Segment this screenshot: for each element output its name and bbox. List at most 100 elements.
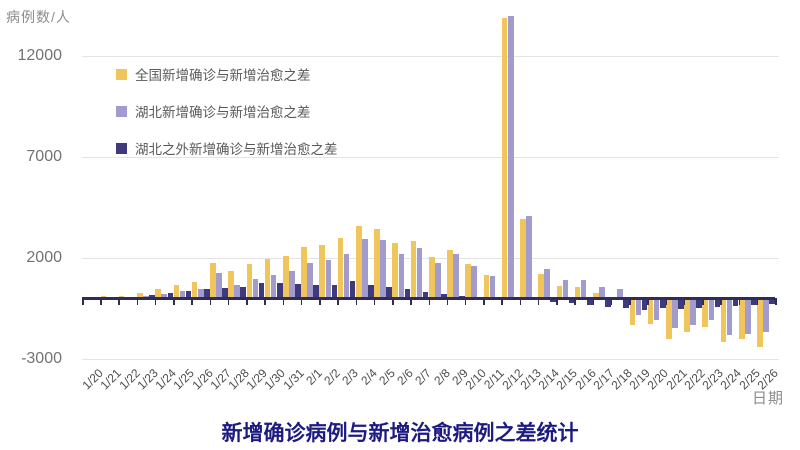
legend-label-outside-hubei: 湖北之外新增确诊与新增治愈之差 — [135, 142, 338, 157]
bar-outside-hubei-2-9 — [459, 295, 465, 299]
x-tickmark — [446, 298, 449, 306]
x-tickmark — [154, 298, 157, 306]
bar-hubei-2-1 — [307, 262, 313, 299]
x-tickmark — [173, 298, 175, 306]
bar-national-1-26 — [191, 281, 198, 299]
bar-hubei-1-30 — [270, 275, 277, 299]
bar-national-2-13 — [520, 218, 526, 299]
y-tick-label-2000: 2000 — [26, 249, 62, 266]
bar-hubei-1-28 — [234, 284, 240, 299]
bar-outside-hubei-1-25 — [185, 291, 192, 299]
x-tickmark — [537, 298, 540, 306]
x-tickmark — [665, 298, 668, 306]
y-tick-label-7000: 7000 — [26, 148, 62, 165]
y-tick-label--3000: -3000 — [21, 350, 62, 367]
x-tickmark — [191, 298, 193, 306]
bar-hubei-1-25 — [179, 291, 186, 299]
legend-item-national: 全国新增确诊与新增治愈之差 — [116, 64, 338, 84]
bar-outside-hubei-1-24 — [167, 293, 174, 299]
bar-national-1-24 — [155, 288, 161, 299]
bar-national-2-3 — [337, 237, 344, 299]
x-tickmark — [610, 298, 613, 306]
bar-outside-hubei-2-4 — [368, 285, 374, 299]
bar-national-2-26 — [757, 298, 763, 348]
bar-outside-hubei-2-22 — [696, 298, 702, 309]
bar-hubei-1-23 — [143, 295, 149, 299]
bar-hubei-1-29 — [252, 279, 259, 299]
bar-national-2-16 — [574, 287, 581, 299]
bar-outside-hubei-2-8 — [441, 294, 447, 299]
bar-national-2-10 — [465, 263, 471, 299]
gridline--3000 — [82, 359, 779, 360]
gridline-7000 — [82, 157, 779, 158]
bar-hubei-2-9 — [453, 253, 459, 299]
legend-swatch-outside-hubei — [116, 142, 127, 154]
bar-outside-hubei-2-18 — [623, 298, 630, 309]
bar-hubei-2-5 — [380, 240, 386, 299]
x-tickmark — [373, 298, 376, 306]
bar-outside-hubei-2-3 — [349, 280, 356, 299]
x-tickmark — [519, 298, 522, 306]
bar-hubei-2-4 — [362, 238, 368, 299]
x-tickmark — [264, 298, 266, 306]
bar-hubei-1-26 — [197, 288, 204, 299]
bar-national-2-4 — [355, 226, 362, 299]
x-tickmark — [629, 298, 631, 306]
bar-national-2-2 — [319, 245, 326, 299]
bar-hubei-1-31 — [289, 270, 295, 299]
bar-outside-hubei-1-26 — [203, 289, 210, 299]
x-tickmark — [702, 298, 704, 306]
bar-national-2-14 — [538, 273, 544, 299]
bar-outside-hubei-2-7 — [422, 292, 429, 299]
bar-national-1-25 — [173, 284, 180, 299]
bar-hubei-2-7 — [416, 248, 423, 299]
bar-national-2-11 — [483, 274, 490, 299]
bar-hubei-2-2 — [325, 259, 332, 299]
x-tickmark — [501, 298, 503, 306]
bar-national-1-31 — [283, 256, 289, 299]
bar-hubei-2-23 — [708, 298, 715, 321]
bar-hubei-2-16 — [580, 279, 587, 299]
bar-national-2-6 — [392, 243, 399, 299]
bar-national-2-1 — [301, 247, 307, 299]
bar-outside-hubei-2-19 — [641, 298, 648, 311]
legend-label-hubei: 湖北新增确诊与新增治愈之差 — [135, 105, 311, 120]
bar-national-2-22 — [684, 298, 690, 333]
bar-outside-hubei-2-26 — [769, 298, 775, 305]
bar-national-2-25 — [738, 298, 745, 339]
x-tickmark — [720, 298, 722, 306]
bar-hubei-1-24 — [161, 293, 168, 299]
x-tickmark — [428, 298, 430, 306]
bar-hubei-2-22 — [690, 298, 696, 326]
bar-outside-hubei-2-24 — [732, 298, 739, 306]
x-tickmark — [118, 298, 120, 306]
bar-hubei-2-8 — [434, 263, 441, 299]
bar-hubei-2-25 — [745, 298, 751, 334]
bar-outside-hubei-1-30 — [276, 282, 283, 299]
bar-outside-hubei-2-1 — [313, 285, 320, 299]
bar-outside-hubei-1-28 — [240, 287, 247, 299]
bar-hubei-2-13 — [526, 215, 532, 299]
bar-national-2-19 — [629, 298, 636, 326]
gridline-12000 — [82, 56, 779, 57]
bar-outside-hubei-1-27 — [222, 287, 228, 299]
bar-national-2-24 — [720, 298, 727, 343]
bar-hubei-2-12 — [507, 15, 514, 299]
bar-hubei-2-26 — [763, 298, 769, 333]
bar-national-1-28 — [228, 270, 234, 299]
bar-hubei-2-3 — [343, 254, 350, 299]
legend-swatch-national — [116, 68, 127, 80]
chart-title: 新增确诊病例与新增治愈病例之差统计 — [221, 422, 579, 445]
bar-national-2-7 — [410, 240, 417, 299]
bar-outside-hubei-1-31 — [295, 283, 301, 299]
x-tickmark — [136, 298, 139, 306]
legend-swatch-hubei — [116, 105, 127, 117]
bar-outside-hubei-2-2 — [331, 284, 338, 299]
bar-national-2-20 — [647, 298, 654, 324]
x-tickmark — [683, 298, 686, 306]
bar-outside-hubei-2-21 — [678, 298, 684, 310]
bar-hubei-2-20 — [653, 298, 660, 321]
x-tickmark — [246, 298, 248, 306]
x-tickmark — [319, 298, 321, 306]
x-tickmark — [300, 298, 303, 306]
